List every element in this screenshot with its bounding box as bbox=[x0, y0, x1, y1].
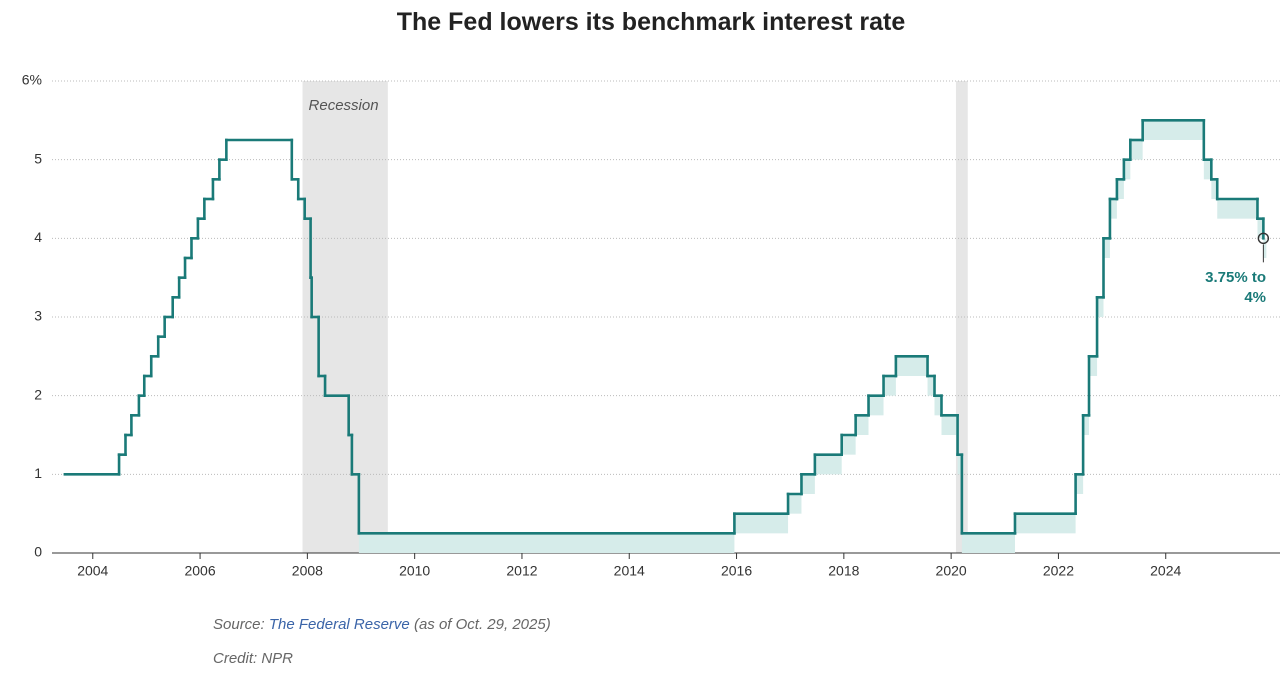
x-tick-label: 2016 bbox=[721, 563, 752, 579]
x-tick-label: 2012 bbox=[506, 563, 537, 579]
range-band bbox=[927, 376, 935, 396]
range-band bbox=[1103, 238, 1110, 258]
y-tick-label: 2 bbox=[34, 386, 42, 402]
range-band bbox=[1263, 238, 1267, 258]
range-band bbox=[934, 395, 942, 416]
range-band bbox=[1142, 120, 1204, 140]
range-band bbox=[1203, 159, 1212, 180]
range-band bbox=[814, 454, 842, 475]
range-band bbox=[1089, 356, 1098, 376]
source: Source: The Federal Reserve (as of Oct. … bbox=[213, 616, 551, 633]
recession-label: Recession bbox=[309, 97, 379, 114]
range-band bbox=[868, 395, 884, 416]
range-band bbox=[841, 435, 856, 455]
y-tick-label: 1 bbox=[34, 465, 42, 481]
x-tick-label: 2010 bbox=[399, 563, 430, 579]
chart-title: The Fed lowers its benchmark interest ra… bbox=[396, 8, 906, 36]
x-tick-label: 2020 bbox=[936, 563, 967, 579]
latest-point bbox=[1257, 232, 1270, 245]
source-suffix: (as of Oct. 29, 2025) bbox=[413, 616, 551, 633]
x-tick-label: 2004 bbox=[77, 563, 108, 579]
range-band bbox=[1130, 140, 1143, 160]
x-tick-label: 2018 bbox=[828, 563, 859, 579]
source-prefix: Source: bbox=[213, 616, 265, 633]
x-tick-label: 2024 bbox=[1150, 563, 1181, 579]
y-tick-label: 6% bbox=[22, 72, 42, 88]
range-band bbox=[1217, 199, 1258, 219]
credit: Credit: NPR bbox=[213, 650, 294, 667]
y-tick-label: 5 bbox=[34, 150, 42, 166]
annotation: 3.75% to 4% bbox=[1205, 269, 1266, 306]
y-tick-label: 0 bbox=[34, 544, 42, 560]
range-band bbox=[1116, 179, 1124, 199]
range-band bbox=[1097, 297, 1104, 317]
range-band bbox=[1075, 474, 1084, 494]
x-tick-label: 2006 bbox=[184, 563, 215, 579]
range-band bbox=[1257, 218, 1264, 239]
range-band bbox=[358, 533, 735, 553]
range-band bbox=[734, 513, 789, 534]
range-band bbox=[855, 415, 869, 435]
range-band bbox=[801, 474, 815, 494]
range-band bbox=[941, 415, 958, 435]
y-tick-label: 3 bbox=[34, 308, 42, 324]
range-band bbox=[895, 356, 928, 376]
range-band bbox=[1014, 513, 1076, 534]
range-band bbox=[883, 376, 896, 396]
x-tick-label: 2022 bbox=[1043, 563, 1074, 579]
y-tick-label: 4 bbox=[34, 229, 42, 245]
range-band bbox=[1211, 179, 1218, 199]
range-band bbox=[1109, 199, 1117, 219]
range-band bbox=[1123, 159, 1131, 180]
range-band bbox=[957, 454, 962, 475]
x-tick-label: 2008 bbox=[292, 563, 323, 579]
x-tick-label: 2014 bbox=[614, 563, 645, 579]
range-band bbox=[1083, 415, 1090, 435]
source-link[interactable]: The Federal Reserve bbox=[268, 616, 410, 633]
range-band bbox=[961, 533, 1015, 553]
chart: Recession 0 1 2 3 4 5 6% 2004 2006 2008 2010 2012 201… bbox=[22, 72, 1280, 579]
range-band bbox=[788, 494, 802, 514]
